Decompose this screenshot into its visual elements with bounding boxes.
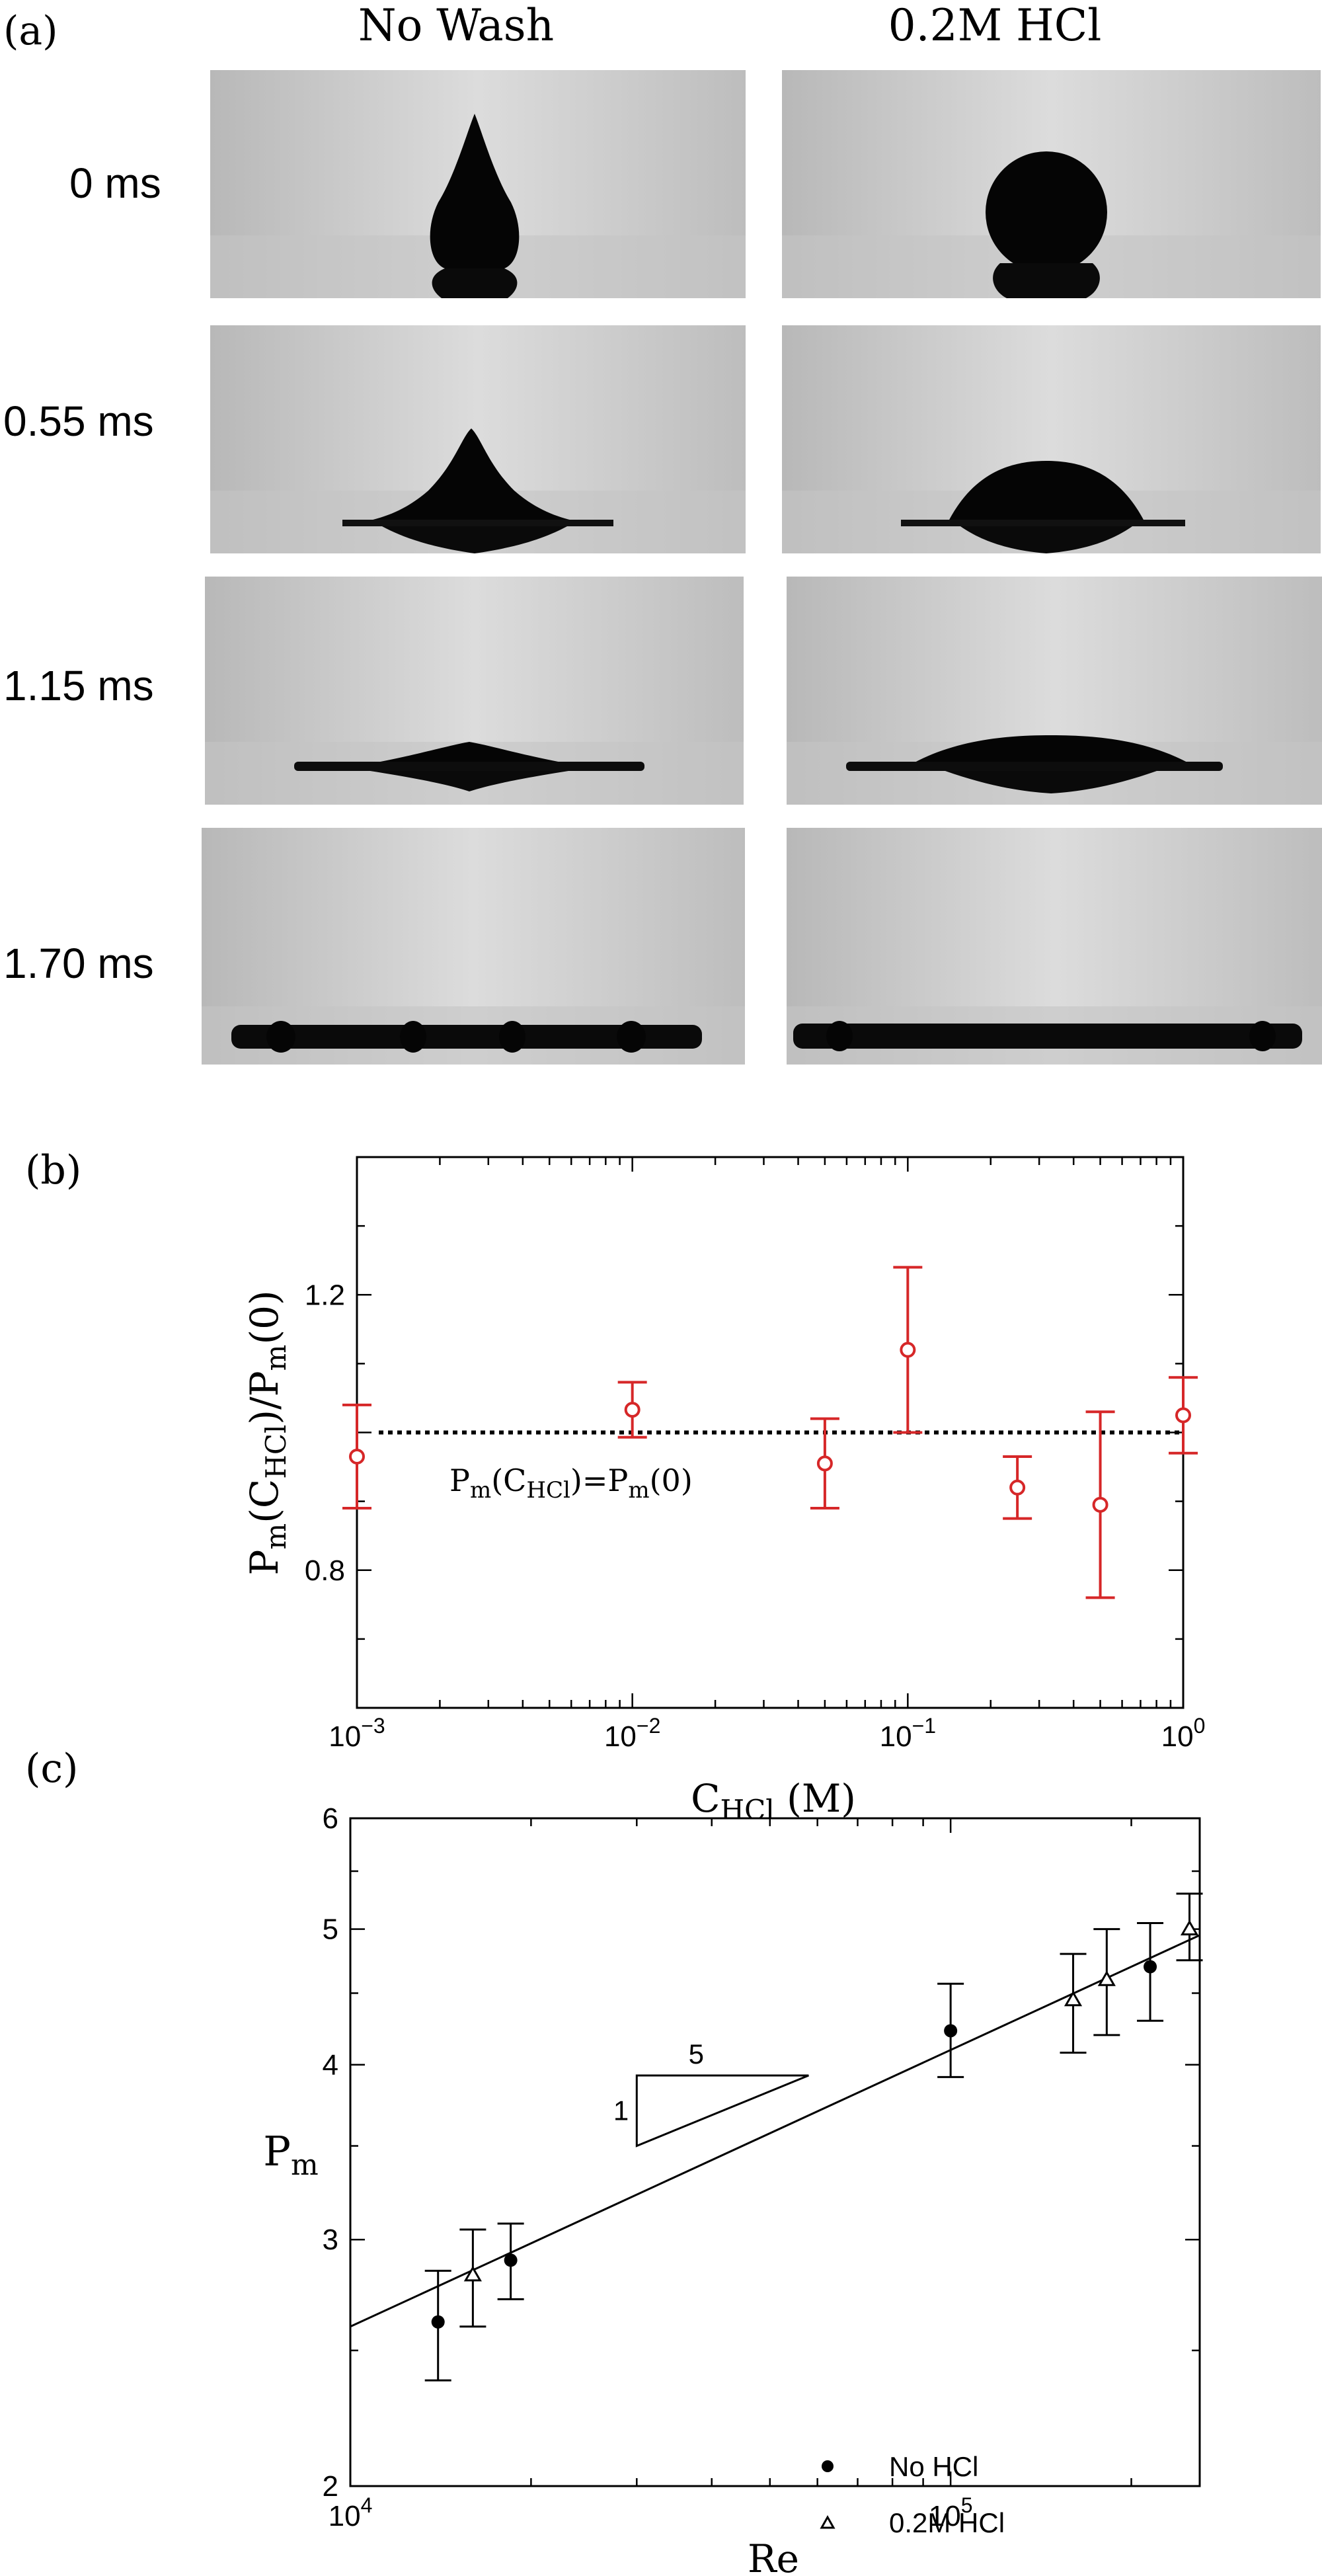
chart-b-point [624, 1402, 641, 1418]
chart-c-ytick-label: 4 [323, 2049, 338, 2081]
row-label-115ms: 1.15 ms [3, 662, 154, 709]
photo-hcl-170ms [787, 828, 1322, 1065]
photo-hcl-0ms [782, 70, 1321, 298]
chart-c-slope-rise-label: 1 [613, 2095, 629, 2126]
chart-b-point [1009, 1479, 1026, 1496]
chart-b-point [816, 1455, 833, 1472]
chart-c-xlabel: Re [748, 2536, 799, 2576]
legend-marker-no-hcl [822, 2460, 834, 2472]
chart-c-ytick-label: 5 [323, 1913, 338, 1946]
chart-b-point [349, 1448, 365, 1465]
panel-b-label: (b) [25, 1147, 82, 1193]
chart-b-reference-label: Pm(CHCl)=Pm(0) [449, 1463, 693, 1504]
chart-b-xtick-label: 10−3 [329, 1714, 385, 1753]
panel-c-label: (c) [25, 1746, 79, 1792]
chart-c-xtick-label: 105 [929, 2493, 973, 2532]
chart-b-ytick-label: 0.8 [305, 1554, 345, 1587]
chart-c-fit-line [350, 1934, 1200, 2328]
photo-hcl-055ms [782, 325, 1321, 553]
chart-c-slope-triangle [635, 2074, 809, 2148]
chart-c-point-no-hcl [431, 2315, 445, 2329]
chart-c-frame [349, 1817, 1201, 2487]
chart-c-ytick-label: 2 [323, 2470, 338, 2503]
chart-b-ylabel: Pm(CHCl)/Pm(0) [242, 1290, 292, 1575]
column-header-hcl: 0.2M HCl [888, 0, 1102, 51]
row-label-0ms: 0 ms [69, 159, 161, 207]
chart-c: 104 105 2 3 4 5 6 5 1 No HCl 0.2M HCl Pm Re [263, 1802, 1203, 2576]
chart-b: 10−3 10−2 10−1 100 0.8 1.2 Pm(CHCl)=Pm(0) Pm(… [242, 1156, 1206, 1818]
chart-c-ytick-label: 3 [323, 2224, 338, 2256]
chart-c-point-no-hcl [1144, 1960, 1157, 1974]
chart-b-xlabel: CHCl (M) [691, 1776, 856, 1818]
legend-label-no-hcl: No HCl [889, 2451, 978, 2482]
row-label-170ms: 1.70 ms [3, 940, 154, 987]
chart-c-point-no-hcl [504, 2253, 518, 2267]
chart-b-xtick-label: 10−1 [880, 1714, 936, 1753]
column-header-no-wash: No Wash [358, 0, 555, 51]
photo-no-wash-0ms [210, 70, 746, 298]
chart-c-point-hcl [1180, 1919, 1199, 1936]
photo-no-wash-170ms [202, 828, 745, 1065]
chart-c-ytick-label: 6 [323, 1802, 338, 1835]
chart-b-point [900, 1342, 916, 1358]
chart-c-point-hcl [1097, 1970, 1116, 1986]
chart-b-ytick-label: 1.2 [305, 1279, 345, 1311]
photo-hcl-115ms [787, 577, 1322, 805]
chart-c-point-hcl [1064, 1990, 1083, 2007]
chart-c-xtick-label: 104 [329, 2493, 373, 2532]
photo-no-wash-115ms [205, 577, 744, 805]
chart-c-legend: No HCl 0.2M HCl [820, 2451, 1005, 2538]
row-label-055ms: 0.55 ms [3, 397, 154, 445]
chart-b-point [1175, 1407, 1191, 1424]
chart-b-xtick-label: 100 [1161, 1714, 1206, 1753]
chart-c-slope-run-label: 5 [689, 2038, 704, 2070]
chart-b-point [1092, 1496, 1108, 1513]
legend-label-hcl: 0.2M HCl [889, 2507, 1005, 2538]
legend-marker-hcl [820, 2515, 836, 2529]
photo-no-wash-055ms [210, 325, 746, 553]
chart-c-point-hcl [463, 2265, 482, 2282]
panel-a-label: (a) [3, 8, 58, 54]
chart-c-point-no-hcl [944, 2024, 958, 2038]
chart-c-ylabel: Pm [263, 2127, 318, 2182]
chart-b-xtick-label: 10−2 [604, 1714, 660, 1753]
